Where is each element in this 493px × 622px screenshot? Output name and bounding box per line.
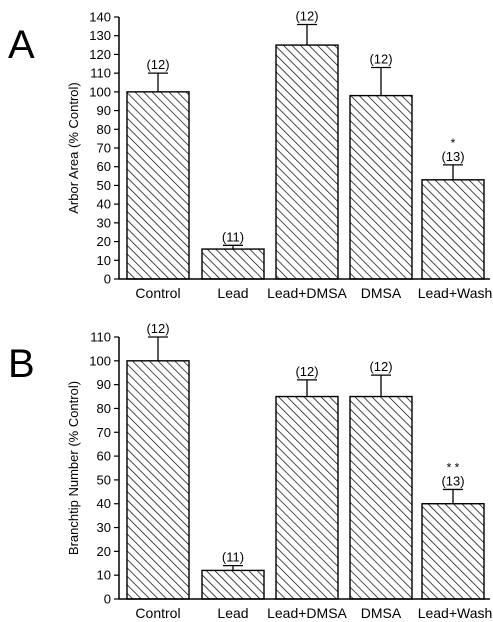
y-tick-label: 10 — [97, 253, 111, 268]
bar-dmsa — [349, 395, 413, 600]
y-tick-label: 90 — [97, 103, 111, 118]
y-tick-label: 70 — [97, 425, 111, 440]
sample-size-label: (12) — [146, 57, 169, 72]
category-label: Lead+Wash — [418, 605, 493, 621]
y-tick-label: 100 — [89, 84, 111, 99]
significance-label: * * — [447, 460, 460, 474]
bar-lead — [201, 248, 265, 280]
sample-size-label: (12) — [295, 364, 318, 379]
bar-lead — [201, 569, 265, 600]
y-tick-label: 0 — [104, 592, 111, 607]
y-tick-label: 140 — [89, 10, 111, 25]
category-label: Lead — [217, 285, 248, 301]
y-tick-label: 20 — [97, 234, 111, 249]
y-tick-label: 40 — [97, 496, 111, 511]
y-tick-label: 20 — [97, 544, 111, 559]
bar-lead-dmsa — [275, 44, 339, 280]
y-tick-label: 110 — [90, 330, 111, 345]
panel-letter: A — [8, 23, 35, 67]
significance-label: * — [451, 136, 456, 150]
y-tick-label: 80 — [97, 122, 111, 137]
bar-control — [126, 360, 190, 600]
category-label: Lead+DMSA — [267, 605, 347, 621]
panel-letter: B — [8, 342, 35, 386]
y-tick-label: 110 — [90, 66, 111, 81]
y-tick-label: 100 — [89, 353, 111, 368]
sample-size-label: (13) — [441, 149, 464, 164]
bar-lead-wash — [421, 503, 485, 600]
category-label: DMSA — [361, 605, 402, 621]
y-tick-label: 120 — [89, 47, 111, 62]
y-axis-title: Branchtip Number (% Control) — [66, 381, 81, 555]
sample-size-label: (11) — [222, 550, 244, 565]
y-tick-label: 70 — [97, 141, 111, 156]
bar-control — [126, 91, 190, 280]
y-tick-label: 80 — [97, 401, 111, 416]
y-tick-label: 90 — [97, 377, 111, 392]
y-tick-label: 130 — [89, 28, 111, 43]
y-tick-label: 10 — [97, 568, 111, 583]
y-tick-label: 50 — [97, 178, 111, 193]
bar-lead-wash — [421, 179, 485, 280]
panel-a: A 0 10 20 30 40 50 60 70 80 90 100 110 120 130 140 Arbor… — [8, 8, 492, 301]
category-label: Lead — [217, 605, 248, 621]
bar-lead-dmsa — [275, 395, 339, 600]
y-tick-label: 30 — [97, 215, 111, 230]
bar-dmsa — [349, 94, 413, 280]
sample-size-label: (11) — [222, 229, 244, 244]
y-tick-label: 40 — [97, 197, 111, 212]
sample-size-label: (12) — [146, 321, 169, 336]
y-tick-label: 50 — [97, 472, 111, 487]
category-label: Lead+DMSA — [267, 285, 347, 301]
y-axis-title: Arbor Area (% Control) — [66, 82, 81, 214]
y-tick-label: 0 — [104, 272, 111, 287]
sample-size-label: (12) — [369, 359, 392, 374]
y-tick-label: 30 — [97, 520, 111, 535]
panel-b: B 0 10 20 30 40 50 60 70 80 90 100 110 Branchtip Numb… — [8, 321, 492, 621]
sample-size-label: (13) — [441, 473, 464, 488]
category-label: Control — [135, 285, 180, 301]
category-label: DMSA — [361, 285, 402, 301]
category-label: Control — [135, 605, 180, 621]
category-label: Lead+Wash — [418, 285, 493, 301]
sample-size-label: (12) — [295, 8, 318, 23]
y-tick-label: 60 — [97, 159, 111, 174]
sample-size-label: (12) — [369, 52, 392, 67]
y-tick-label: 60 — [97, 449, 111, 464]
